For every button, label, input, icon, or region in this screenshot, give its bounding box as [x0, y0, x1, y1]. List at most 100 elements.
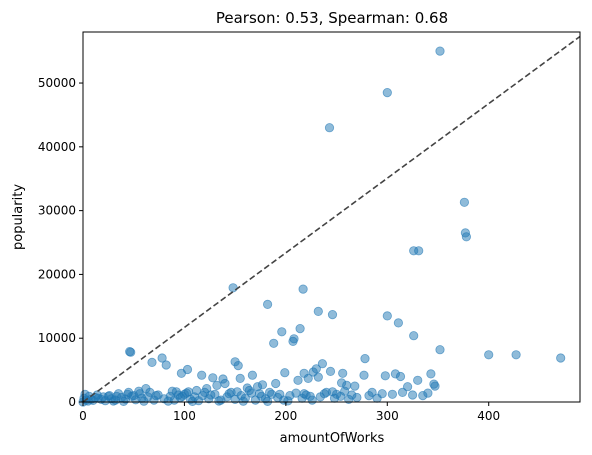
data-point — [350, 381, 360, 391]
data-point — [303, 373, 313, 383]
data-point — [382, 311, 392, 321]
data-point — [360, 353, 370, 364]
y-axis-label: popularity — [11, 184, 26, 250]
y-tick-label: 10000 — [38, 331, 76, 345]
data-point — [393, 318, 403, 328]
data-point — [232, 387, 242, 397]
data-point — [288, 336, 298, 346]
x-tick-label: 0 — [79, 409, 87, 423]
data-point — [409, 331, 419, 341]
data-point — [206, 390, 216, 400]
data-point — [325, 366, 336, 376]
data-point — [382, 88, 392, 98]
data-point — [347, 390, 357, 400]
data-point — [338, 368, 348, 378]
data-point — [147, 357, 157, 367]
data-point — [426, 369, 436, 379]
data-point — [461, 232, 471, 242]
data-point — [277, 327, 287, 337]
y-tick-label: 30000 — [38, 204, 76, 218]
data-point — [244, 385, 254, 396]
data-point — [161, 360, 171, 370]
data-point — [212, 380, 222, 390]
data-point — [126, 347, 136, 357]
data-point — [197, 370, 207, 380]
data-point — [269, 338, 279, 348]
x-tick-label: 100 — [173, 409, 196, 423]
data-point — [319, 389, 329, 399]
data-point — [313, 372, 323, 382]
data-point — [187, 396, 198, 406]
y-axis: 0 10000 20000 30000 40000 50000 — [38, 76, 83, 409]
chart-title: Pearson: 0.53, Spearman: 0.68 — [216, 9, 448, 27]
data-point — [311, 364, 321, 374]
data-point — [413, 375, 423, 385]
data-point — [397, 387, 408, 397]
data-point — [317, 359, 327, 369]
y-tick-label: 0 — [68, 395, 76, 409]
data-point — [435, 46, 445, 56]
x-tick-label: 300 — [376, 409, 399, 423]
data-point — [247, 370, 257, 380]
data-point — [298, 284, 308, 294]
x-axis-label: amountOfWorks — [280, 431, 385, 446]
data-point — [262, 299, 273, 309]
y-tick-label: 50000 — [38, 76, 76, 90]
data-point — [402, 382, 413, 392]
data-point — [224, 389, 234, 399]
y-tick-label: 20000 — [38, 267, 76, 281]
data-point — [305, 391, 315, 401]
data-point — [387, 389, 397, 399]
data-point — [423, 388, 433, 398]
data-point — [238, 396, 248, 406]
data-point — [271, 378, 281, 389]
data-point — [135, 389, 145, 399]
data-point — [380, 371, 390, 381]
x-tick-label: 400 — [477, 409, 500, 423]
data-point — [340, 386, 350, 396]
data-point — [235, 373, 245, 383]
data-point — [208, 373, 218, 383]
data-point — [275, 389, 285, 399]
data-point — [324, 123, 335, 133]
data-point — [556, 353, 566, 363]
data-point — [177, 391, 187, 401]
data-point — [327, 309, 338, 320]
y-tick-label: 40000 — [38, 140, 76, 154]
x-tick-label: 200 — [274, 409, 297, 423]
reference-line — [82, 35, 581, 403]
data-point — [293, 375, 303, 385]
data-point — [430, 381, 440, 391]
data-point — [459, 197, 469, 207]
data-point — [176, 368, 186, 378]
data-point — [157, 353, 167, 363]
x-axis: 0 100 200 300 400 — [79, 402, 500, 423]
data-point — [183, 387, 194, 397]
data-point — [262, 396, 273, 406]
data-point — [280, 368, 290, 378]
data-point — [295, 323, 305, 334]
data-point — [283, 396, 293, 406]
data-point — [228, 283, 238, 293]
data-point — [407, 390, 418, 400]
data-point — [364, 390, 374, 401]
data-point — [435, 345, 445, 355]
plot-frame — [82, 31, 581, 403]
data-point — [359, 370, 369, 380]
data-point — [233, 360, 243, 371]
data-point — [511, 350, 521, 360]
data-point — [395, 371, 406, 382]
data-point — [414, 246, 424, 256]
data-point — [163, 396, 173, 406]
data-point — [139, 396, 149, 406]
data-point — [254, 389, 265, 399]
data-point — [214, 396, 224, 406]
data-point — [264, 387, 275, 397]
data-point — [151, 390, 161, 401]
data-point — [484, 350, 494, 360]
data-point — [220, 378, 230, 389]
data-point — [327, 387, 338, 397]
data-point — [313, 306, 323, 316]
data-point — [119, 396, 129, 406]
